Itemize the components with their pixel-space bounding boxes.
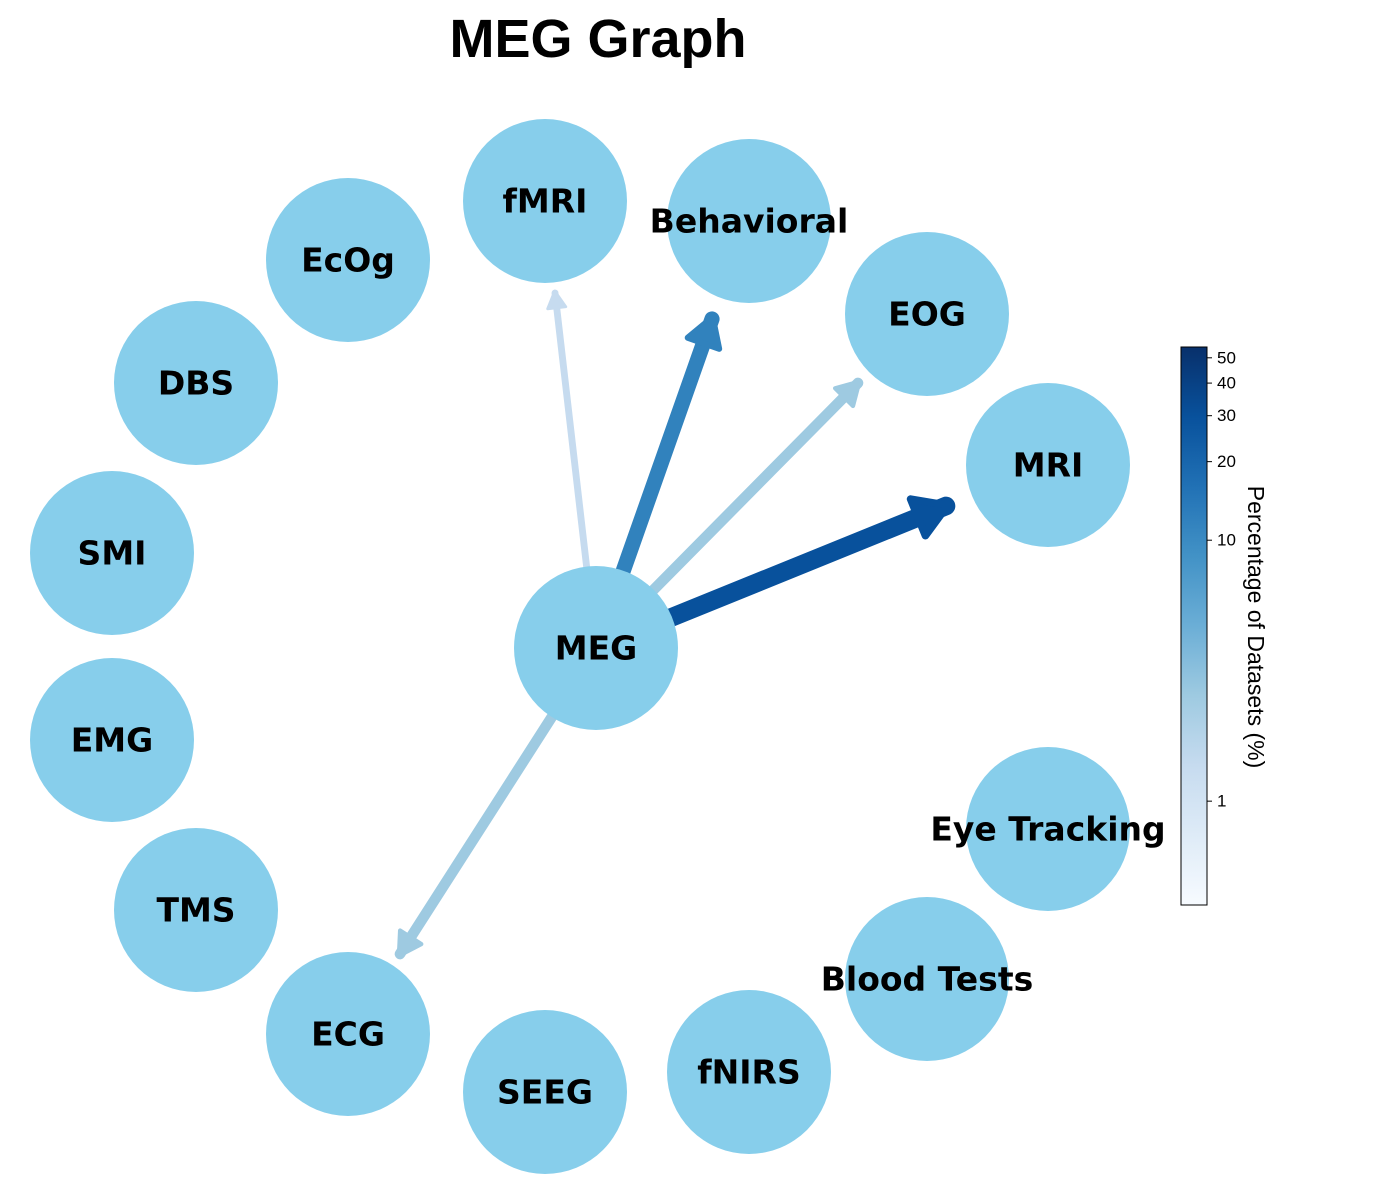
node-ecg — [266, 952, 430, 1116]
node-label-fnirs: fNIRS — [697, 1053, 800, 1092]
colorbar-tick-label: 50 — [1217, 348, 1236, 367]
node-circle-emg — [30, 658, 194, 822]
node-label-eye-tracking: Eye Tracking — [930, 810, 1165, 849]
colorbar: 1 10 20 30 40 50 Percentage of Datasets (%) — [1180, 346, 1269, 906]
node-tms — [114, 828, 278, 992]
colorbar-tick-label: 40 — [1217, 374, 1236, 393]
node-label-tms: TMS — [156, 891, 235, 930]
node-label-mri: MRI — [1013, 446, 1084, 485]
node-eye-tracking — [966, 747, 1130, 911]
node-fmri — [463, 119, 627, 283]
node-fnirs — [667, 990, 831, 1154]
colorbar-label: Percentage of Datasets (%) — [1243, 486, 1269, 769]
arrowhead-ecg — [396, 928, 424, 958]
node-circle-fnirs — [667, 990, 831, 1154]
arrowhead-behavioral — [684, 314, 723, 352]
node-dbs — [114, 301, 278, 465]
node-label-smi: SMI — [78, 534, 147, 573]
node-label-ecg: ECG — [311, 1015, 385, 1054]
node-circle-fmri — [463, 119, 627, 283]
node-circle-meg — [514, 566, 678, 730]
node-label-eog: EOG — [888, 295, 966, 334]
node-meg — [514, 566, 678, 730]
node-ecog — [266, 178, 430, 342]
node-label-blood-tests: Blood Tests — [821, 960, 1034, 999]
node-label-emg: EMG — [71, 721, 153, 760]
node-seeg — [463, 1010, 627, 1174]
arrowhead-eog — [832, 379, 862, 409]
node-behavioral — [667, 139, 831, 303]
node-circle-ecog — [266, 178, 430, 342]
node-label-behavioral: Behavioral — [650, 202, 849, 241]
node-circle-dbs — [114, 301, 278, 465]
node-label-seeg: SEEG — [497, 1073, 593, 1112]
node-eog — [845, 232, 1009, 396]
node-layer: EcOg fMRI Behavioral EOG MRI DBS SMI EMG TMS ECG S… — [30, 119, 1166, 1174]
node-emg — [30, 658, 194, 822]
node-circle-eog — [845, 232, 1009, 396]
node-circle-mri — [966, 383, 1130, 547]
node-label-fmri: fMRI — [503, 182, 588, 221]
colorbar-tick-label: 10 — [1217, 531, 1236, 550]
node-circle-ecg — [266, 952, 430, 1116]
node-circle-smi — [30, 471, 194, 635]
colorbar-tick-label: 20 — [1217, 452, 1236, 471]
colorbar-ticks: 1 10 20 30 40 50 — [1207, 348, 1236, 811]
node-mri — [966, 383, 1130, 547]
node-circle-blood-tests — [845, 897, 1009, 1061]
node-label-meg: MEG — [555, 629, 637, 668]
graph-title: MEG Graph — [449, 9, 747, 69]
colorbar-tick-label: 1 — [1217, 792, 1226, 811]
arrowhead-fmri — [546, 289, 568, 311]
node-circle-tms — [114, 828, 278, 992]
node-label-ecog: EcOg — [301, 241, 395, 280]
node-smi — [30, 471, 194, 635]
node-blood-tests — [845, 897, 1009, 1061]
node-label-dbs: DBS — [158, 364, 234, 403]
node-circle-seeg — [463, 1010, 627, 1174]
node-circle-behavioral — [667, 139, 831, 303]
colorbar-gradient — [1180, 346, 1208, 906]
node-circle-eye-tracking — [966, 747, 1130, 911]
arrowhead-mri — [906, 495, 952, 540]
colorbar-tick-label: 30 — [1217, 406, 1236, 425]
